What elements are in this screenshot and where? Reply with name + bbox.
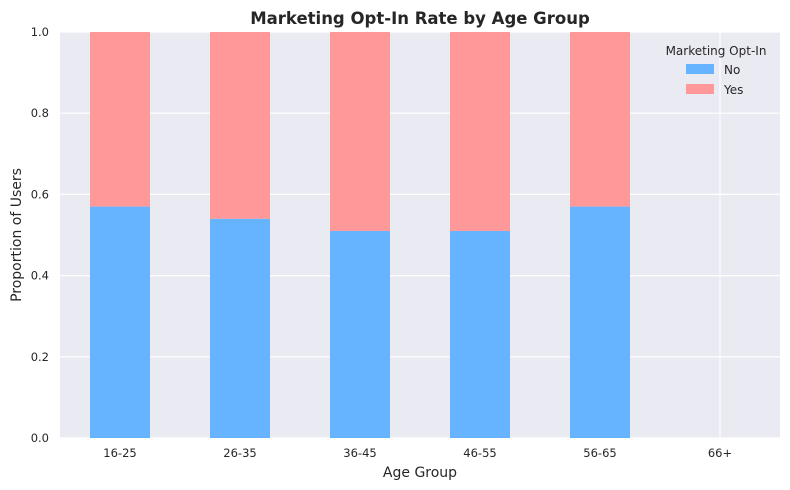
legend-swatch-yes [686,84,714,94]
legend-title: Marketing Opt-In [666,44,767,58]
x-tick-label: 26-35 [223,446,256,460]
y-axis-label: Proportion of Users [9,168,25,302]
y-tick-label: 0.6 [31,187,49,201]
y-tick-label: 0.0 [31,431,49,445]
bar-no-36-45 [330,230,390,438]
bar-yes-16-25 [90,32,150,207]
x-tick-label: 46-55 [463,446,496,460]
legend-label-yes: Yes [723,83,743,97]
x-tick-label: 16-25 [103,446,136,460]
plot-area [60,32,780,438]
bar-yes-56-65 [570,32,630,207]
x-tick-label: 66+ [708,446,732,460]
y-tick-label: 0.2 [31,350,49,364]
bar-no-16-25 [90,206,150,438]
x-tick-label: 36-45 [343,446,376,460]
bar-no-46-55 [450,230,510,438]
y-tick-label: 1.0 [31,25,49,39]
y-tick-label: 0.8 [31,106,49,120]
chart-title: Marketing Opt-In Rate by Age Group [250,9,590,28]
y-axis-ticks: 0.0 0.2 0.4 0.6 0.8 1.0 [31,25,49,445]
legend-swatch-no [686,64,714,74]
x-axis-ticks: 16-25 26-35 36-45 46-55 56-65 66+ [103,446,732,460]
x-axis-label: Age Group [383,465,457,481]
y-tick-label: 0.4 [31,269,49,283]
bars [90,32,630,438]
bar-yes-36-45 [330,32,390,231]
bar-yes-26-35 [210,32,270,219]
legend-label-no: No [724,63,740,77]
bar-no-56-65 [570,206,630,438]
x-tick-label: 56-65 [583,446,616,460]
legend: Marketing Opt-In No Yes [666,44,767,97]
bar-no-26-35 [210,218,270,438]
bar-yes-46-55 [450,32,510,231]
